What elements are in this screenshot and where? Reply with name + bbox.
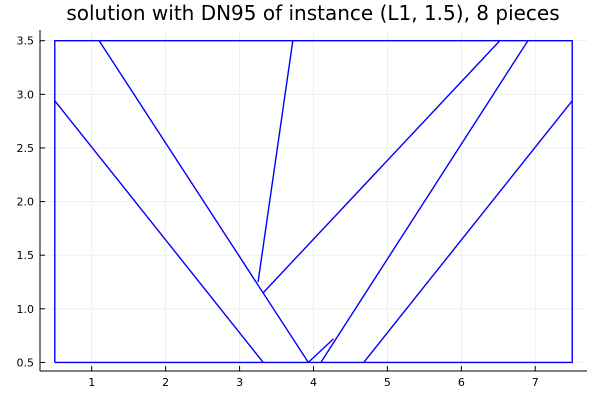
chart-title: solution with DN95 of instance (L1, 1.5)… (66, 1, 559, 25)
series-layer (54, 40, 573, 364)
series-line-7 (320, 40, 529, 363)
y-tick-label: 1.0 (17, 303, 35, 316)
y-tick-label: 3.0 (17, 88, 35, 101)
y-tick-label: 2.0 (17, 196, 35, 209)
series-line-5 (257, 40, 294, 283)
y-tick-label: 2.5 (17, 142, 35, 155)
series-line-2 (54, 100, 264, 363)
axes (39, 30, 587, 372)
y-tick-label: 0.5 (17, 356, 35, 369)
x-tick-label: 5 (384, 376, 391, 389)
series-line-6 (262, 40, 501, 294)
x-tick-label: 1 (88, 376, 95, 389)
x-tick-label: 7 (532, 376, 539, 389)
series-line-1 (54, 40, 573, 364)
series-line-3 (98, 40, 309, 363)
y-tick-label: 3.5 (17, 35, 35, 48)
x-tick-label: 6 (458, 376, 465, 389)
x-tick-label: 2 (162, 376, 169, 389)
series-line-8 (363, 100, 573, 363)
y-tick-label: 1.5 (17, 249, 35, 262)
tick-labels: 1 2 3 4 5 6 7 0.5 1.0 1.5 2.0 2.5 3.0 3.5 (17, 35, 539, 389)
x-tick-label: 4 (310, 376, 317, 389)
x-tick-label: 3 (236, 376, 243, 389)
grid (40, 30, 587, 371)
series-line-4 (307, 338, 334, 363)
